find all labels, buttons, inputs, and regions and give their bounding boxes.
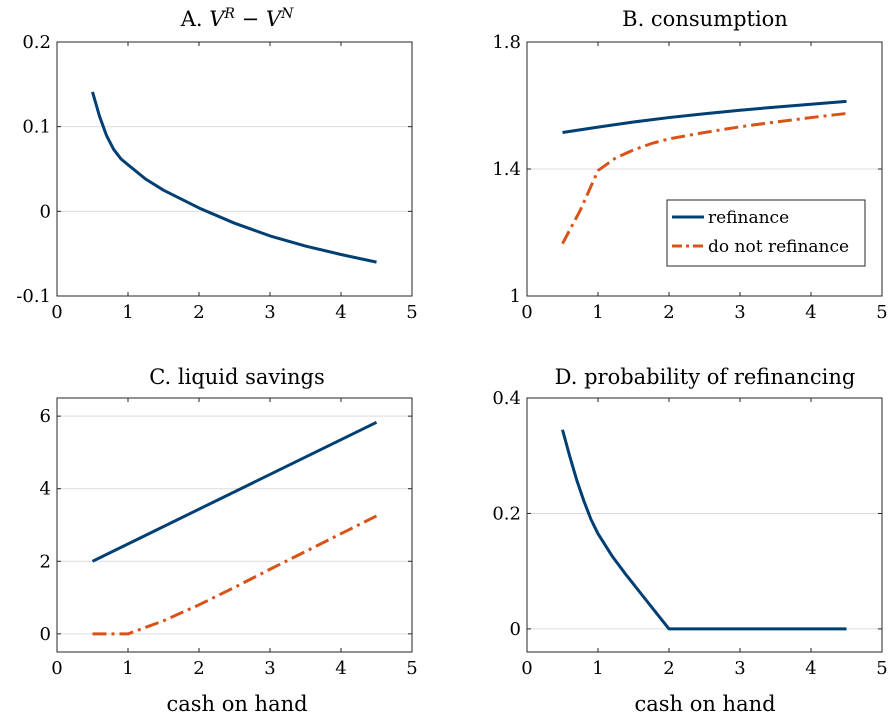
panel-c-title: C. liquid savings <box>149 365 325 389</box>
panel-b-xtick-label: 0 <box>521 302 532 323</box>
panel-a-ytick-label: 0 <box>40 201 51 222</box>
panel-a-title: A. VR − VN <box>180 6 294 31</box>
panel-b-series-do-not-refinance <box>561 111 847 245</box>
panel-a-title-sup1: R <box>223 6 235 22</box>
legend-box <box>666 199 866 267</box>
panel-c-ytick-label: 6 <box>40 406 51 427</box>
panel-a-series-refinance <box>91 91 377 264</box>
panel-c-xtick-label: 5 <box>406 658 417 679</box>
panel-a-xtick-label: 1 <box>122 302 133 323</box>
panel-d-xlabel: cash on hand <box>634 692 775 716</box>
panel-c: C. liquid savings cash on hand 0 1 2 3 4 5 0 2 4… <box>40 365 418 716</box>
legend-label-do-not-refinance: do not refinance <box>708 237 849 257</box>
panel-d-xtick-label: 5 <box>876 658 887 679</box>
panel-c-axes-frame <box>56 397 413 653</box>
panel-d-ytick-label: 0 <box>510 619 521 640</box>
panel-b-xtick-label: 1 <box>592 302 603 323</box>
panel-b-title: B. consumption <box>622 7 788 31</box>
panel-d-ytick-label: 0.2 <box>492 503 521 524</box>
panel-b: B. consumption 0 1 2 3 4 511.41.8refinancedo … <box>492 7 887 323</box>
panel-b-xtick-label: 2 <box>663 302 674 323</box>
panel-b-ytick-label: 1 <box>510 286 521 307</box>
panel-a-ytick-label: -0.1 <box>16 286 51 307</box>
panel-a-xtick-label: 4 <box>335 302 346 323</box>
panel-d-title: D. probability of refinancing <box>555 365 856 389</box>
panel-a-axes-frame <box>56 41 413 297</box>
panel-b-ytick-label: 1.8 <box>492 32 521 53</box>
panel-a-title-prefix: A. <box>180 7 210 31</box>
panel-a-ytick-label: 0.2 <box>22 32 51 53</box>
panel-a-xtick-label: 3 <box>264 302 275 323</box>
panel-d-xtick-label: 0 <box>521 658 532 679</box>
panel-d-series-refinance <box>561 429 847 631</box>
panel-b-series-refinance <box>562 99 847 134</box>
panel-b-xtick-label: 4 <box>805 302 816 323</box>
panel-b-ytick-label: 1.4 <box>492 159 521 180</box>
panel-a-xtick-label: 5 <box>406 302 417 323</box>
panel-d-xtick-label: 2 <box>663 658 674 679</box>
legend-label-refinance: refinance <box>708 208 789 228</box>
panel-d-xtick-label: 4 <box>805 658 816 679</box>
panel-a-xtick-label: 2 <box>193 302 204 323</box>
panel-c-xtick-label: 1 <box>122 658 133 679</box>
panel-a-ytick-label: 0.1 <box>22 117 51 138</box>
panel-c-xlabel: cash on hand <box>166 692 307 716</box>
panel-b-legend: refinance do not refinance <box>666 199 866 267</box>
panel-c-xtick-label: 0 <box>51 658 62 679</box>
panel-b-xtick-label: 3 <box>734 302 745 323</box>
panel-a-title-v1: V <box>209 7 226 31</box>
panel-a: A. VR − VN 0 1 2 3 4 5-0.100.10.2 <box>16 6 417 323</box>
panel-a-title-v2: V <box>266 7 283 31</box>
panel-d-xtick-label: 1 <box>592 658 603 679</box>
panel-c-ytick-label: 0 <box>40 624 51 645</box>
panel-a-title-sup2: N <box>280 6 294 22</box>
panel-c-xtick-label: 4 <box>335 658 346 679</box>
panel-c-series-refinance <box>91 420 378 563</box>
panel-d-axes-frame <box>526 397 883 653</box>
panel-a-xtick-label: 0 <box>51 302 62 323</box>
panel-d-xtick-label: 3 <box>734 658 745 679</box>
panel-c-xtick-label: 2 <box>193 658 204 679</box>
panel-a-title-minus: − <box>235 7 266 31</box>
panel-b-xtick-label: 5 <box>876 302 887 323</box>
panel-c-ytick-label: 4 <box>40 479 51 500</box>
panel-c-ytick-label: 2 <box>40 551 51 572</box>
panel-d: D. probability of refinancing cash on ha… <box>492 365 887 716</box>
panel-d-ytick-label: 0.4 <box>492 388 521 409</box>
panel-c-xtick-label: 3 <box>264 658 275 679</box>
panel-c-series-do-not-refinance <box>92 514 378 636</box>
